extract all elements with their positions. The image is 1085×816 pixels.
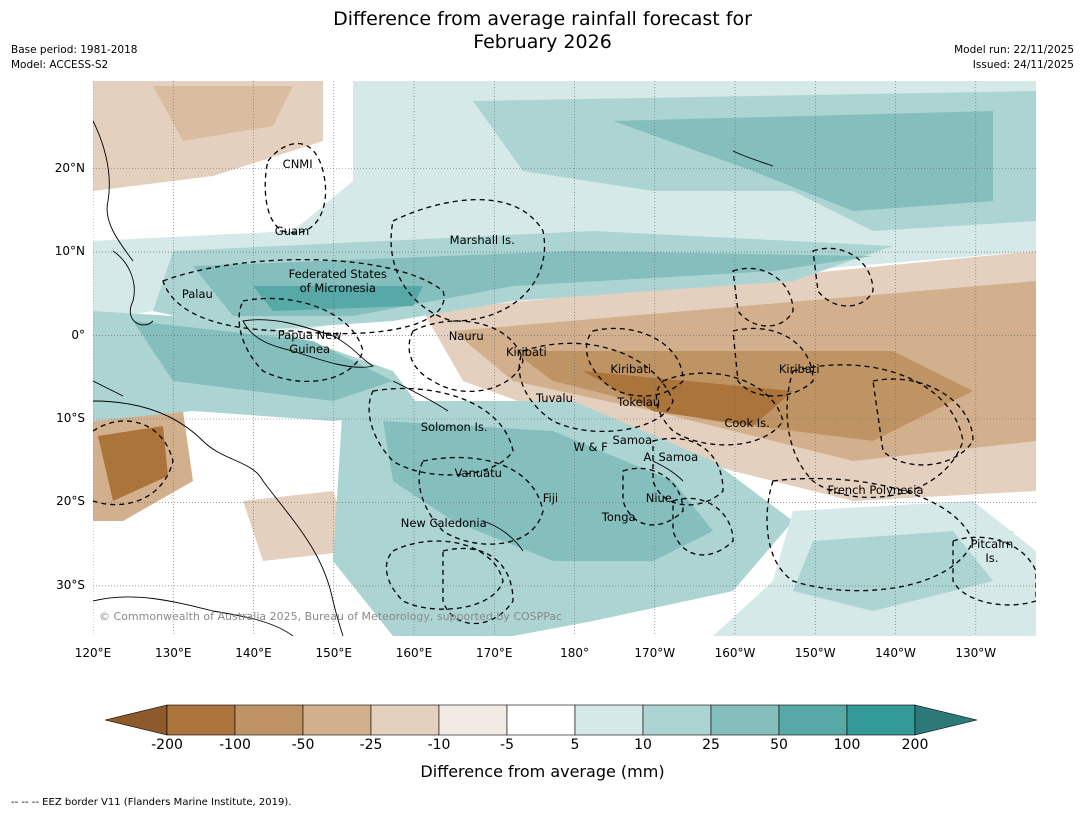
colorbar-bin <box>438 704 508 736</box>
forecast-map <box>93 81 1036 636</box>
country-label: Kiribati <box>610 361 652 376</box>
meta-right: Model run: 22/11/2025 Issued: 24/11/2025 <box>954 43 1074 73</box>
copyright-notice: © Commonwealth of Australia 2025, Bureau… <box>99 610 563 623</box>
title-line-1: Difference from average rainfall forecas… <box>333 8 752 30</box>
country-label: Palau <box>181 286 213 301</box>
lat-tick-label: 0° <box>71 327 85 342</box>
lon-tick-label: 130°W <box>955 646 997 660</box>
country-label: Nauru <box>448 328 484 343</box>
country-label: Marshall Is. <box>449 232 515 247</box>
lon-tick-label: 170°W <box>634 646 676 660</box>
country-label: W & F <box>573 439 608 454</box>
colorbar-tick-label: -5 <box>500 737 514 753</box>
lat-tick-label: 20°N <box>54 160 85 175</box>
colorbar-tick-label: -200 <box>151 737 183 753</box>
country-label: Fiji <box>542 491 559 506</box>
colorbar-bin <box>370 704 440 736</box>
lon-tick-label: 140°W <box>875 646 916 660</box>
country-label: Tuvalu <box>536 391 573 406</box>
colorbar-bin <box>778 704 848 736</box>
country-label: Kiribati <box>506 345 547 360</box>
lon-tick-label: 120°E <box>74 646 112 660</box>
colorbar-bin <box>166 704 236 736</box>
lon-tick-label: 130°E <box>155 646 192 660</box>
country-label: French Polynesia <box>827 482 924 497</box>
colorbar-tick-label: -10 <box>427 737 451 753</box>
colorbar-tick-label: 200 <box>901 737 929 753</box>
base-period: Base period: 1981-2018 <box>11 44 138 56</box>
country-label: Samoa <box>612 432 653 447</box>
country-label: Tonga <box>601 510 636 525</box>
colorbar-tick-label: -25 <box>359 737 383 753</box>
lon-tick-label: 150°E <box>315 646 353 660</box>
lat-tick-label: 10°S <box>56 411 85 425</box>
model-run: Model run: 22/11/2025 <box>954 44 1074 56</box>
colorbar-title: Difference from average (mm) <box>420 762 665 781</box>
colorbar <box>104 703 980 741</box>
issued-date: Issued: 24/11/2025 <box>972 59 1074 71</box>
lon-tick-label: 150°W <box>794 646 836 660</box>
colorbar-tick-label: 100 <box>833 737 861 753</box>
country-label: Tokelau <box>617 395 661 410</box>
country-label: Niue <box>645 491 672 506</box>
country-label: New Caledonia <box>400 516 487 531</box>
eez-borders <box>93 142 1036 624</box>
lon-tick-label: 160°E <box>395 646 433 660</box>
colorbar-tick-label: -100 <box>219 737 251 753</box>
country-label: Kiribati <box>778 361 820 376</box>
colorbar-bin <box>710 704 780 736</box>
model-name: Model: ACCESS-S2 <box>11 59 109 71</box>
colorbar-tick-label: 50 <box>770 737 788 753</box>
colorbar-bin <box>574 704 644 736</box>
lon-tick-label: 170°E <box>476 646 513 660</box>
country-label: Cook Is. <box>724 416 770 431</box>
country-label: CNMI <box>282 157 313 172</box>
colorbar-bin <box>302 704 372 736</box>
colorbar-bin <box>234 704 304 736</box>
coastlines <box>93 120 774 636</box>
eez-legend-note: -- -- -- EEZ border V11 (Flanders Marine… <box>11 797 292 808</box>
colorbar-min-extend <box>104 704 168 736</box>
country-label: Papua New Guinea <box>277 328 342 357</box>
country-label: Solomon Is. <box>420 420 488 435</box>
colorbar-svg <box>104 704 978 736</box>
lat-tick-label: 20°S <box>56 494 85 509</box>
country-label: Federated States of Micronesia <box>288 267 387 296</box>
colorbar-bin <box>846 704 916 736</box>
country-label: Guam <box>274 224 310 239</box>
colorbar-tick-label: -50 <box>291 737 315 753</box>
lon-tick-label: 160°W <box>714 646 756 660</box>
country-label: A. Samoa <box>643 449 699 464</box>
colorbar-bin <box>642 704 712 736</box>
colorbar-tick-label: 5 <box>570 737 580 753</box>
colorbar-max-extend <box>914 704 978 736</box>
lon-tick-label: 140°E <box>235 646 272 660</box>
country-label: Pitcairn Is. <box>970 536 1014 565</box>
lat-tick-label: 10°N <box>54 244 85 259</box>
country-label: Vanuatu <box>454 466 502 481</box>
chart-title: Difference from average rainfall forecas… <box>0 8 1085 54</box>
colorbar-tick-label: 25 <box>702 737 720 753</box>
colorbar-bin <box>506 704 576 736</box>
map-svg <box>93 81 1036 636</box>
meta-left: Base period: 1981-2018 Model: ACCESS-S2 <box>11 43 137 73</box>
colorbar-tick-label: 10 <box>634 737 652 753</box>
title-line-2: February 2026 <box>473 31 612 53</box>
lon-tick-label: 180° <box>560 646 589 660</box>
lat-tick-label: 30°S <box>56 577 85 592</box>
